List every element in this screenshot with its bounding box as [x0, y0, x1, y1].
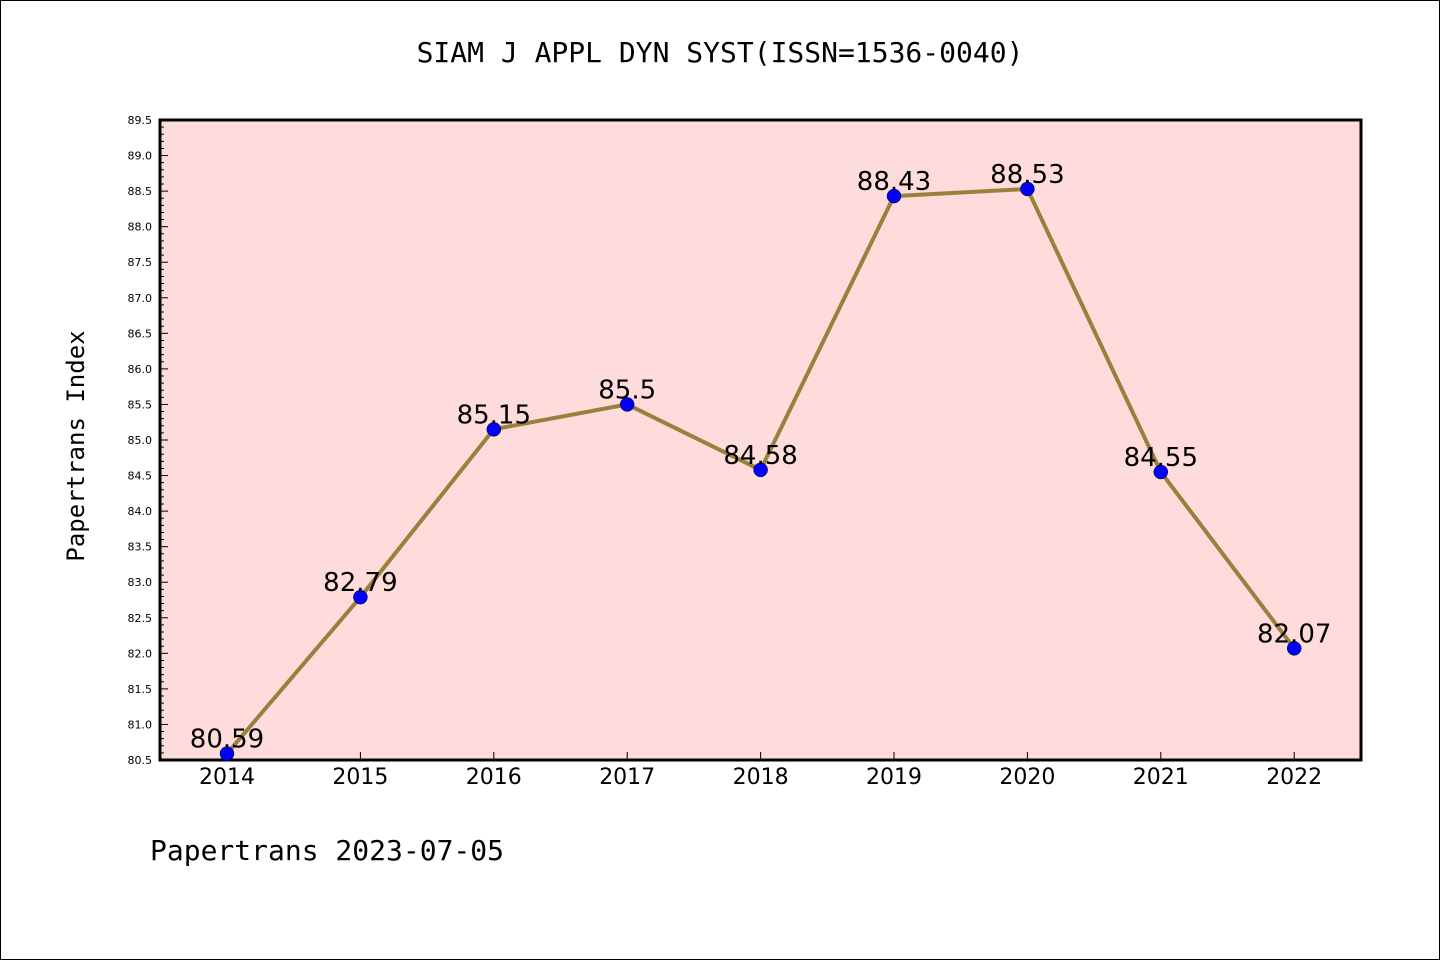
data-point	[1153, 464, 1169, 480]
data-label: 88.53	[990, 160, 1064, 190]
y-tick-label: 87.0	[128, 292, 153, 305]
x-tick-label: 2022	[1266, 765, 1322, 790]
x-tick-label: 2017	[599, 765, 655, 790]
y-tick-label: 81.5	[128, 683, 153, 696]
footer-caption: Papertrans 2023-07-05	[150, 834, 505, 867]
data-label: 85.5	[598, 375, 656, 405]
y-tick-label: 88.5	[128, 185, 153, 198]
y-tick-label: 87.5	[128, 256, 153, 269]
x-tick-label: 2014	[199, 765, 255, 790]
y-tick-label: 82.0	[128, 647, 153, 660]
data-label: 88.43	[857, 167, 931, 197]
plot-area	[160, 120, 1361, 760]
y-tick-label: 84.5	[128, 470, 153, 483]
data-point	[486, 422, 502, 437]
data-label: 80.59	[190, 725, 264, 755]
plot-frame	[158, 118, 1363, 762]
chart-title: SIAM J APPL DYN SYST(ISSN=1536-0040)	[416, 36, 1024, 69]
x-tick-label: 2016	[466, 765, 522, 790]
y-tick-label: 85.5	[128, 398, 153, 411]
data-label: 85.15	[457, 400, 531, 430]
y-tick-label: 89.0	[128, 150, 153, 163]
x-tick-label: 2021	[1133, 765, 1189, 790]
data-label: 82.07	[1257, 619, 1331, 649]
y-tick-label: 80.5	[128, 754, 153, 767]
data-point	[1020, 181, 1035, 197]
x-tick-label: 2020	[999, 765, 1055, 790]
y-tick-label: 83.5	[128, 541, 153, 554]
y-tick-label: 85.0	[128, 434, 153, 447]
data-point	[753, 462, 768, 478]
x-tick-label: 2015	[332, 765, 388, 790]
y-tick-label: 81.0	[128, 718, 153, 731]
x-tick-label: 2018	[733, 765, 789, 790]
y-tick-label: 83.0	[128, 576, 153, 589]
data-label: 82.79	[323, 568, 397, 598]
data-label: 84.55	[1124, 443, 1198, 473]
x-tick-label: 2019	[866, 765, 922, 790]
y-tick-label: 86.5	[128, 327, 153, 340]
y-tick-label: 82.5	[128, 612, 153, 625]
data-point	[886, 188, 902, 204]
data-point	[353, 589, 368, 605]
data-point	[619, 397, 635, 412]
data-label: 84.58	[723, 441, 797, 471]
y-tick-label: 84.0	[128, 505, 153, 518]
y-tick-label: 86.0	[128, 363, 153, 376]
data-point	[219, 746, 235, 761]
y-tick-label: 89.5	[128, 114, 153, 127]
data-point	[1286, 641, 1302, 656]
y-tick-label: 88.0	[128, 221, 153, 234]
